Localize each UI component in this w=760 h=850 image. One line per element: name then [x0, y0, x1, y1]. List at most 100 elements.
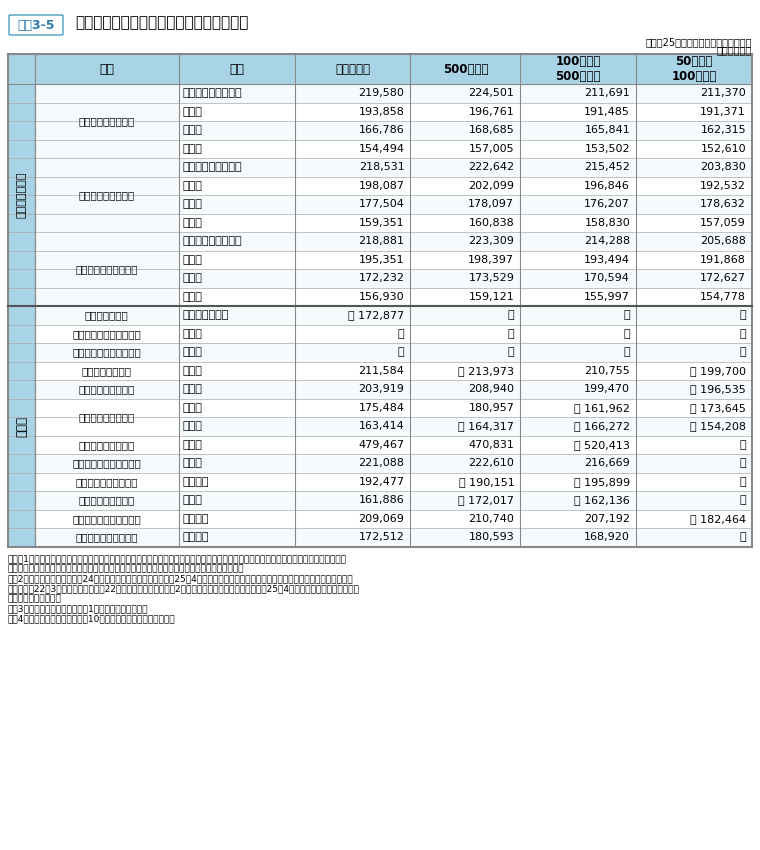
Text: 165,841: 165,841 [584, 125, 630, 135]
Text: 大学院修士課程修了: 大学院修士課程修了 [182, 88, 242, 99]
Text: 157,005: 157,005 [469, 144, 515, 154]
Text: 4　「＊」は、調査事業所が10事業所以下であることを示す。: 4 「＊」は、調査事業所が10事業所以下であることを示す。 [8, 615, 176, 624]
Bar [179, 139, 752, 158]
Bar [35, 491, 179, 509]
Text: 学歴: 学歴 [230, 63, 244, 76]
Text: －: － [739, 458, 746, 468]
Text: ＊ 520,413: ＊ 520,413 [575, 439, 630, 450]
Text: 新　卒　大　学　助　手: 新 卒 大 学 助 手 [72, 348, 141, 357]
Text: 養成所卒: 養成所卒 [182, 513, 209, 524]
Text: ＊ 196,535: ＊ 196,535 [690, 384, 746, 394]
Text: 209,069: 209,069 [359, 513, 404, 524]
Text: 172,232: 172,232 [359, 273, 404, 283]
Text: ＊ 182,464: ＊ 182,464 [690, 513, 746, 524]
Bar [8, 306, 35, 547]
Text: －: － [739, 477, 746, 487]
Text: 178,097: 178,097 [468, 199, 515, 209]
Text: 大学卒: 大学卒 [182, 181, 203, 190]
Text: 173,529: 173,529 [468, 273, 515, 283]
Text: 3　「ｘ」は、調査事業所が1事業所の場合である。: 3 「ｘ」は、調査事業所が1事業所の場合である。 [8, 604, 148, 614]
Text: 192,532: 192,532 [700, 181, 746, 190]
Text: 214,288: 214,288 [584, 236, 630, 246]
Bar [35, 399, 179, 435]
Text: ＊ 190,151: ＊ 190,151 [458, 477, 515, 487]
Bar [35, 473, 179, 491]
Text: 153,502: 153,502 [584, 144, 630, 154]
Text: 500人以上: 500人以上 [442, 63, 488, 76]
Bar [179, 306, 752, 325]
Text: 155,997: 155,997 [584, 292, 630, 302]
Text: 短大卒: 短大卒 [182, 125, 203, 135]
Text: 養成所卒: 養成所卒 [182, 532, 209, 542]
Text: 大学卒: 大学卒 [182, 366, 203, 376]
Bar [35, 84, 179, 158]
Text: （注）1　金額は、きまって支給する給与から時間外手当、家族手当、通勤手当等特定の者にのみ支給される給与を除き、国家公務員の地域: （注）1 金額は、きまって支給する給与から時間外手当、家族手当、通勤手当等特定の… [8, 554, 347, 564]
Text: ＊ 166,272: ＊ 166,272 [574, 422, 630, 431]
Text: 準新卒診療放射線技師: 準新卒診療放射線技師 [75, 477, 138, 487]
Text: 大学卒: 大学卒 [182, 255, 203, 264]
Text: 479,467: 479,467 [359, 439, 404, 450]
Text: 470,831: 470,831 [468, 439, 515, 450]
Text: 高校卒: 高校卒 [182, 292, 203, 302]
Text: （単位：円）: （単位：円） [717, 45, 752, 55]
FancyBboxPatch shape [9, 15, 63, 35]
Text: 205,688: 205,688 [700, 236, 746, 246]
Text: 221,088: 221,088 [359, 458, 404, 468]
Text: 161,886: 161,886 [359, 496, 404, 505]
Text: 172,627: 172,627 [700, 273, 746, 283]
Text: 短大卒: 短大卒 [182, 273, 203, 283]
Text: 203,830: 203,830 [700, 162, 746, 173]
Bar [35, 325, 179, 343]
Text: －: － [739, 348, 746, 357]
Text: －: － [739, 439, 746, 450]
Bar [35, 528, 179, 547]
Text: 222,610: 222,610 [468, 458, 515, 468]
Text: 211,584: 211,584 [359, 366, 404, 376]
Text: 大学卒: 大学卒 [182, 348, 203, 357]
Text: ｘ: ｘ [739, 310, 746, 320]
Text: 211,370: 211,370 [700, 88, 746, 99]
Text: ＊ 162,136: ＊ 162,136 [575, 496, 630, 505]
Bar [179, 84, 752, 103]
Bar [35, 232, 179, 306]
Bar [35, 454, 179, 473]
Text: 新卒事務員・技術者計: 新卒事務員・技術者計 [75, 264, 138, 274]
Text: 新　卒　研究補助員: 新 卒 研究補助員 [79, 412, 135, 422]
Text: ＊ 213,973: ＊ 213,973 [458, 366, 515, 376]
Bar [179, 213, 752, 232]
Text: 191,371: 191,371 [700, 107, 746, 116]
Text: 159,351: 159,351 [359, 218, 404, 228]
Text: 2　「準新卒」とは、平成24年度中に資格免許を取得し、平成25年4月までの間に採用された場合をいう。なお、医師については、平: 2 「準新卒」とは、平成24年度中に資格免許を取得し、平成25年4月までの間に採… [8, 575, 353, 583]
Text: 新　卒　技　術　者: 新 卒 技 術 者 [79, 190, 135, 200]
Text: 新　卒　栄　養　士: 新 卒 栄 養 士 [79, 496, 135, 505]
Text: 180,957: 180,957 [468, 403, 515, 413]
Text: 新　卒　船　員: 新 卒 船 員 [85, 310, 128, 320]
Bar [179, 473, 752, 491]
Text: －: － [739, 329, 746, 339]
Text: 職種: 職種 [100, 63, 114, 76]
Text: 高校卒: 高校卒 [182, 218, 203, 228]
Text: 新　卒　研　究　員: 新 卒 研 究 員 [79, 384, 135, 394]
Text: 50人以上
100人未満: 50人以上 100人未満 [671, 55, 717, 83]
Text: 219,580: 219,580 [359, 88, 404, 99]
Text: 218,531: 218,531 [359, 162, 404, 173]
Text: 202,099: 202,099 [468, 181, 515, 190]
Bar [179, 325, 752, 343]
Bar [179, 361, 752, 380]
Text: ｘ: ｘ [623, 310, 630, 320]
Text: 大学卒: 大学卒 [182, 384, 203, 394]
Bar [35, 158, 179, 232]
Text: 198,087: 198,087 [359, 181, 404, 190]
Text: 短大卒: 短大卒 [182, 496, 203, 505]
Text: 大学院修士課程修了: 大学院修士課程修了 [182, 162, 242, 173]
Text: 210,755: 210,755 [584, 366, 630, 376]
Text: 211,691: 211,691 [584, 88, 630, 99]
Bar [179, 269, 752, 287]
Text: ＊ 154,208: ＊ 154,208 [690, 422, 746, 431]
Bar [8, 54, 752, 84]
Text: －: － [508, 329, 515, 339]
Text: ＊ 161,962: ＊ 161,962 [575, 403, 630, 413]
Bar [35, 435, 179, 454]
Text: 168,685: 168,685 [468, 125, 515, 135]
Text: 163,414: 163,414 [359, 422, 404, 431]
